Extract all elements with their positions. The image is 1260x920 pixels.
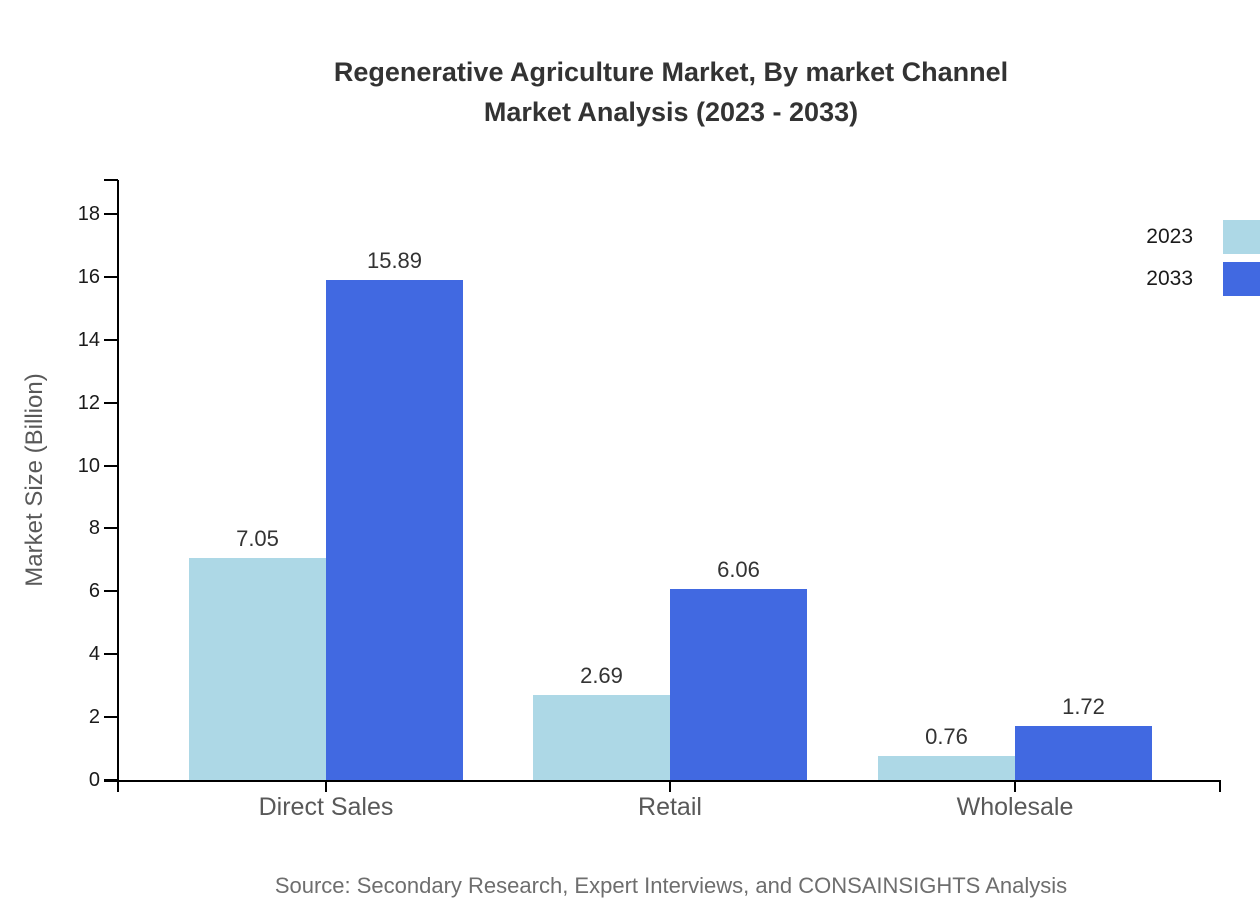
legend-swatch-2033: [1223, 262, 1260, 296]
x-tick-direct-sales: [325, 780, 327, 792]
bar-2023-direct-sales: [189, 558, 326, 780]
bar-value-label-2023-wholesale: 0.76: [925, 724, 968, 749]
bar-value-label-2033-direct-sales: 15.89: [366, 248, 423, 273]
x-tick-wholesale: [1014, 780, 1016, 792]
chart-title-line2: Market Analysis (2023 - 2033): [483, 97, 859, 127]
bar-2033-wholesale: [1015, 726, 1152, 780]
legend-label-2033: 2033: [1146, 267, 1193, 290]
y-tick-label-8: 8: [88, 517, 100, 540]
bar-value-label-2033-wholesale: 1.72: [1062, 694, 1105, 719]
y-tick-18: [104, 212, 118, 215]
source-text: Source: Secondary Research, Expert Inter…: [274, 873, 1068, 898]
y-tick-16: [104, 275, 118, 278]
legend-swatch-2023: [1223, 220, 1260, 254]
y-tick-2: [104, 716, 118, 719]
legend-item-2033: 2033: [1146, 262, 1260, 296]
legend-item-2023: 2023: [1146, 220, 1260, 254]
bar-value-label-2023-direct-sales: 7.05: [236, 526, 279, 551]
y-tick-4: [104, 653, 118, 656]
y-tick-label-6: 6: [88, 580, 100, 603]
x-axis-line: [104, 780, 1221, 782]
x-category-label-retail: Retail: [638, 793, 702, 821]
y-tick-label-0: 0: [88, 769, 100, 791]
bar-2023-wholesale: [878, 756, 1015, 780]
y-axis-line: [117, 180, 119, 792]
bar-2023-retail: [533, 695, 670, 780]
y-tick-10: [104, 464, 118, 467]
y-tick-14: [104, 338, 118, 341]
chart-title: Regenerative Agriculture Market, By mark…: [120, 52, 1222, 132]
y-tick-label-14: 14: [77, 328, 100, 351]
y-tick-label-12: 12: [77, 391, 100, 414]
y-tick-label-4: 4: [88, 643, 100, 666]
y-tick-label-18: 18: [77, 202, 100, 225]
legend-label-2023: 2023: [1146, 225, 1193, 248]
x-axis-end-tick: [1219, 780, 1221, 792]
x-tick-retail: [669, 780, 671, 792]
y-tick-0: [104, 779, 118, 781]
bar-value-label-2033-retail: 6.06: [717, 557, 760, 582]
legend: 2023 2033: [1146, 220, 1260, 304]
y-axis-top-cap: [104, 179, 118, 181]
chart-title-line1: Regenerative Agriculture Market, By mark…: [333, 57, 1009, 87]
y-tick-6: [104, 590, 118, 593]
y-tick-label-16: 16: [77, 265, 100, 288]
bar-value-label-2023-retail: 2.69: [580, 663, 623, 688]
bar-2033-retail: [670, 589, 807, 780]
x-category-label-wholesale: Wholesale: [956, 793, 1074, 821]
y-tick-12: [104, 401, 118, 404]
y-tick-label-2: 2: [88, 706, 100, 729]
y-tick-label-10: 10: [77, 454, 100, 477]
x-category-label-direct-sales: Direct Sales: [258, 793, 394, 821]
y-tick-8: [104, 527, 118, 530]
bar-2033-direct-sales: [326, 280, 463, 780]
